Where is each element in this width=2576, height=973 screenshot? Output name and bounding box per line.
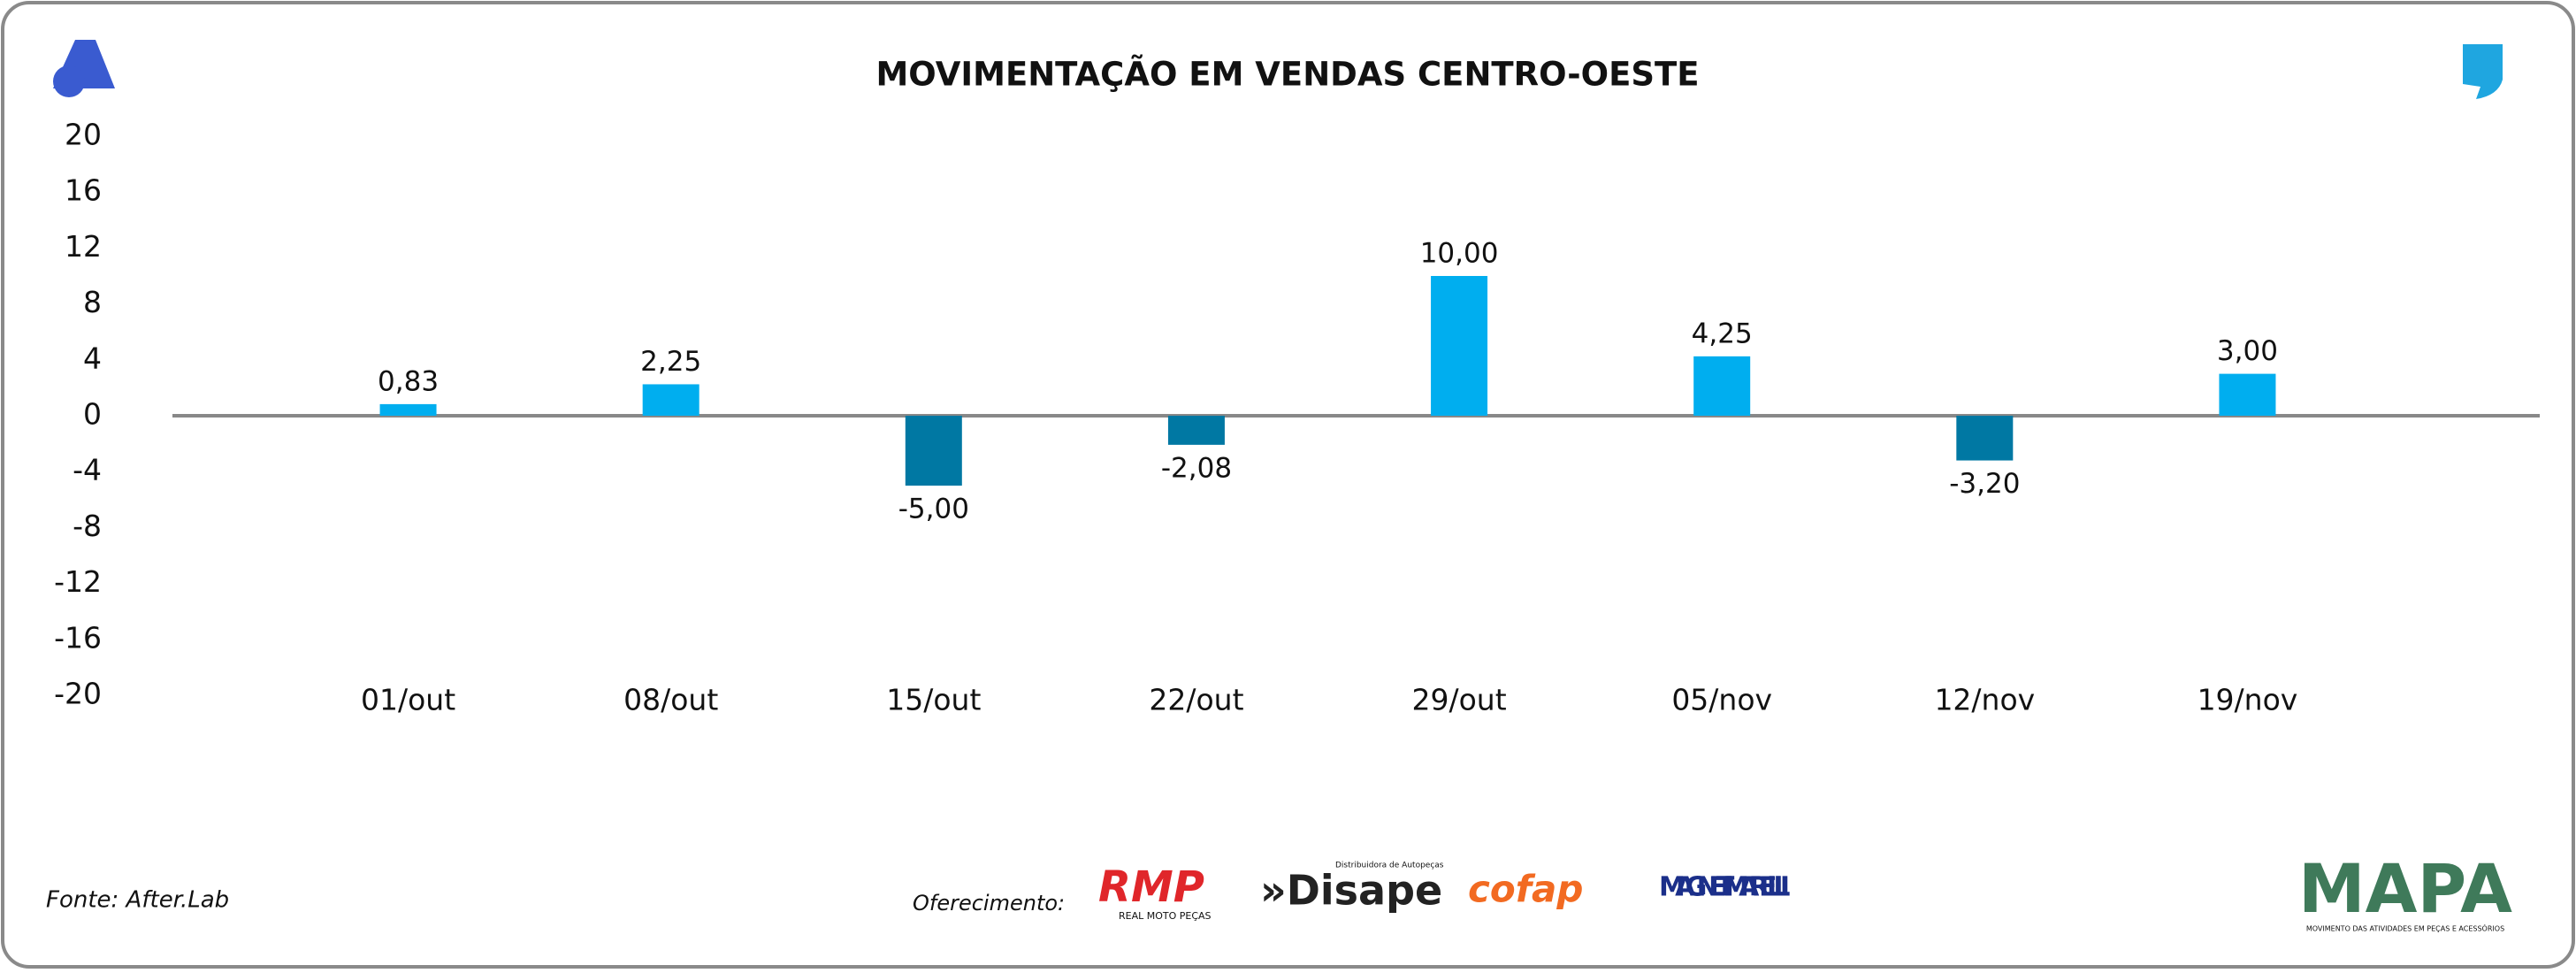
sponsor-logo: RMP xyxy=(1098,862,1204,912)
x-tick-label: 19/nov xyxy=(2198,683,2298,717)
bar xyxy=(1693,356,1751,416)
sponsor-logo: »Disape xyxy=(1260,867,1442,915)
value-label: 3,00 xyxy=(2217,335,2278,367)
y-tick-label: 0 xyxy=(83,397,102,432)
bar xyxy=(642,384,699,416)
brand-tagline: MOVIMENTO DAS ATIVIDADES EM PEÇAS E ACES… xyxy=(2306,923,2504,933)
value-label: 4,25 xyxy=(1692,318,1753,349)
y-tick-label: -16 xyxy=(54,620,102,655)
x-tick-label: 29/out xyxy=(1411,683,1506,717)
x-tick-label: 12/nov xyxy=(1934,683,2035,717)
y-tick-label: -8 xyxy=(73,509,102,543)
y-tick-label: -4 xyxy=(73,453,102,487)
bar xyxy=(1956,416,2014,461)
y-tick-label: -20 xyxy=(54,677,102,711)
sponsor-label: Oferecimento: xyxy=(913,891,1065,916)
value-label: 2,25 xyxy=(640,346,701,378)
value-label: -2,08 xyxy=(1161,452,1232,484)
logo-quote xyxy=(2463,44,2503,99)
brand-logo: MAPA xyxy=(2298,849,2512,928)
y-tick-label: 4 xyxy=(83,341,102,375)
x-tick-label: 08/out xyxy=(623,683,718,717)
bar xyxy=(379,403,437,416)
bar xyxy=(905,416,962,486)
sponsor-tagline: Distribuidora de Autopeças xyxy=(1335,862,1444,870)
sponsor-logo: cofap xyxy=(1468,868,1583,911)
y-tick-label: 16 xyxy=(65,173,102,208)
x-tick-label: 22/out xyxy=(1149,683,1243,717)
bar xyxy=(1431,276,1488,416)
source: Fonte: After.Lab xyxy=(46,887,229,914)
y-tick-label: 20 xyxy=(65,118,102,152)
logo-a xyxy=(53,40,115,97)
x-tick-label: 01/out xyxy=(361,683,455,717)
bar xyxy=(1167,416,1225,445)
x-tick-label: 15/out xyxy=(886,683,981,717)
value-label: 0,83 xyxy=(378,365,439,397)
y-tick-label: 12 xyxy=(65,229,102,264)
value-label: -5,00 xyxy=(898,494,969,525)
value-label: 10,00 xyxy=(1420,238,1499,270)
sponsor-tagline: REAL MOTO PEÇAS xyxy=(1119,910,1212,922)
y-tick-label: 8 xyxy=(83,285,102,319)
sponsor-logo: MAGNETI MARELLI xyxy=(1659,872,1791,903)
x-tick-label: 05/nov xyxy=(1671,683,1772,717)
chart-title: MOVIMENTAÇÃO EM VENDAS CENTRO-OESTE xyxy=(875,55,1699,94)
y-tick-label: -12 xyxy=(54,564,102,599)
value-label: -3,20 xyxy=(1949,468,2020,500)
bar xyxy=(2219,373,2276,416)
